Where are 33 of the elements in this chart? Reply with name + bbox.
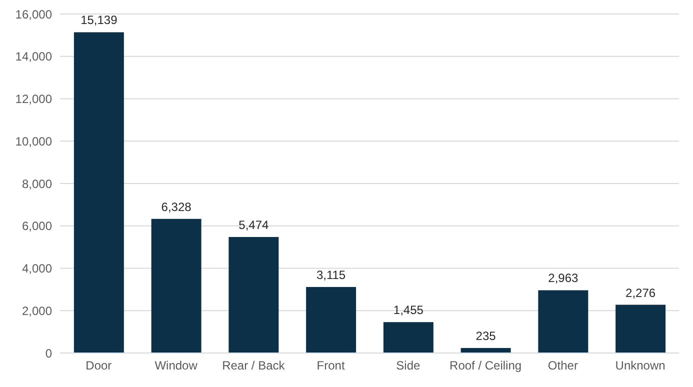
data-label: 2,276 <box>626 286 656 300</box>
data-label: 15,139 <box>80 13 118 28</box>
data-label: 2,963 <box>548 271 579 286</box>
bar <box>151 218 202 353</box>
y-tick-label: 14,000 <box>15 50 52 64</box>
y-tick-label: 16,000 <box>15 7 52 22</box>
data-label: 3,115 <box>316 268 346 282</box>
bar <box>74 32 124 353</box>
data-label: 1,455 <box>393 303 424 318</box>
bar <box>383 322 434 353</box>
bar <box>306 287 356 353</box>
data-label: 6,328 <box>161 200 192 214</box>
bar <box>616 304 666 353</box>
x-tick-label: Rear / Back <box>222 358 286 373</box>
data-label: 235 <box>476 329 496 344</box>
x-tick-label: Front <box>316 358 346 373</box>
x-tick-label: Unknown <box>615 358 666 373</box>
y-tick-label: 4,000 <box>22 262 52 276</box>
bar <box>228 237 279 353</box>
y-tick-label: 6,000 <box>22 219 52 234</box>
x-tick-label: Other <box>548 358 578 373</box>
y-tick-label: 0 <box>45 346 52 360</box>
y-tick-label: 12,000 <box>15 92 52 106</box>
bar <box>460 348 511 353</box>
data-label: 5,474 <box>238 218 270 232</box>
x-tick-label: Door <box>86 358 112 373</box>
y-tick-label: 10,000 <box>15 134 52 148</box>
y-tick-label: 8,000 <box>22 176 52 191</box>
x-tick-label: Side <box>396 358 421 373</box>
x-tick-label: Window <box>154 358 198 373</box>
bar <box>538 290 588 353</box>
y-tick-label: 2,000 <box>22 304 52 318</box>
x-tick-label: Roof / Ceiling <box>450 358 522 373</box>
